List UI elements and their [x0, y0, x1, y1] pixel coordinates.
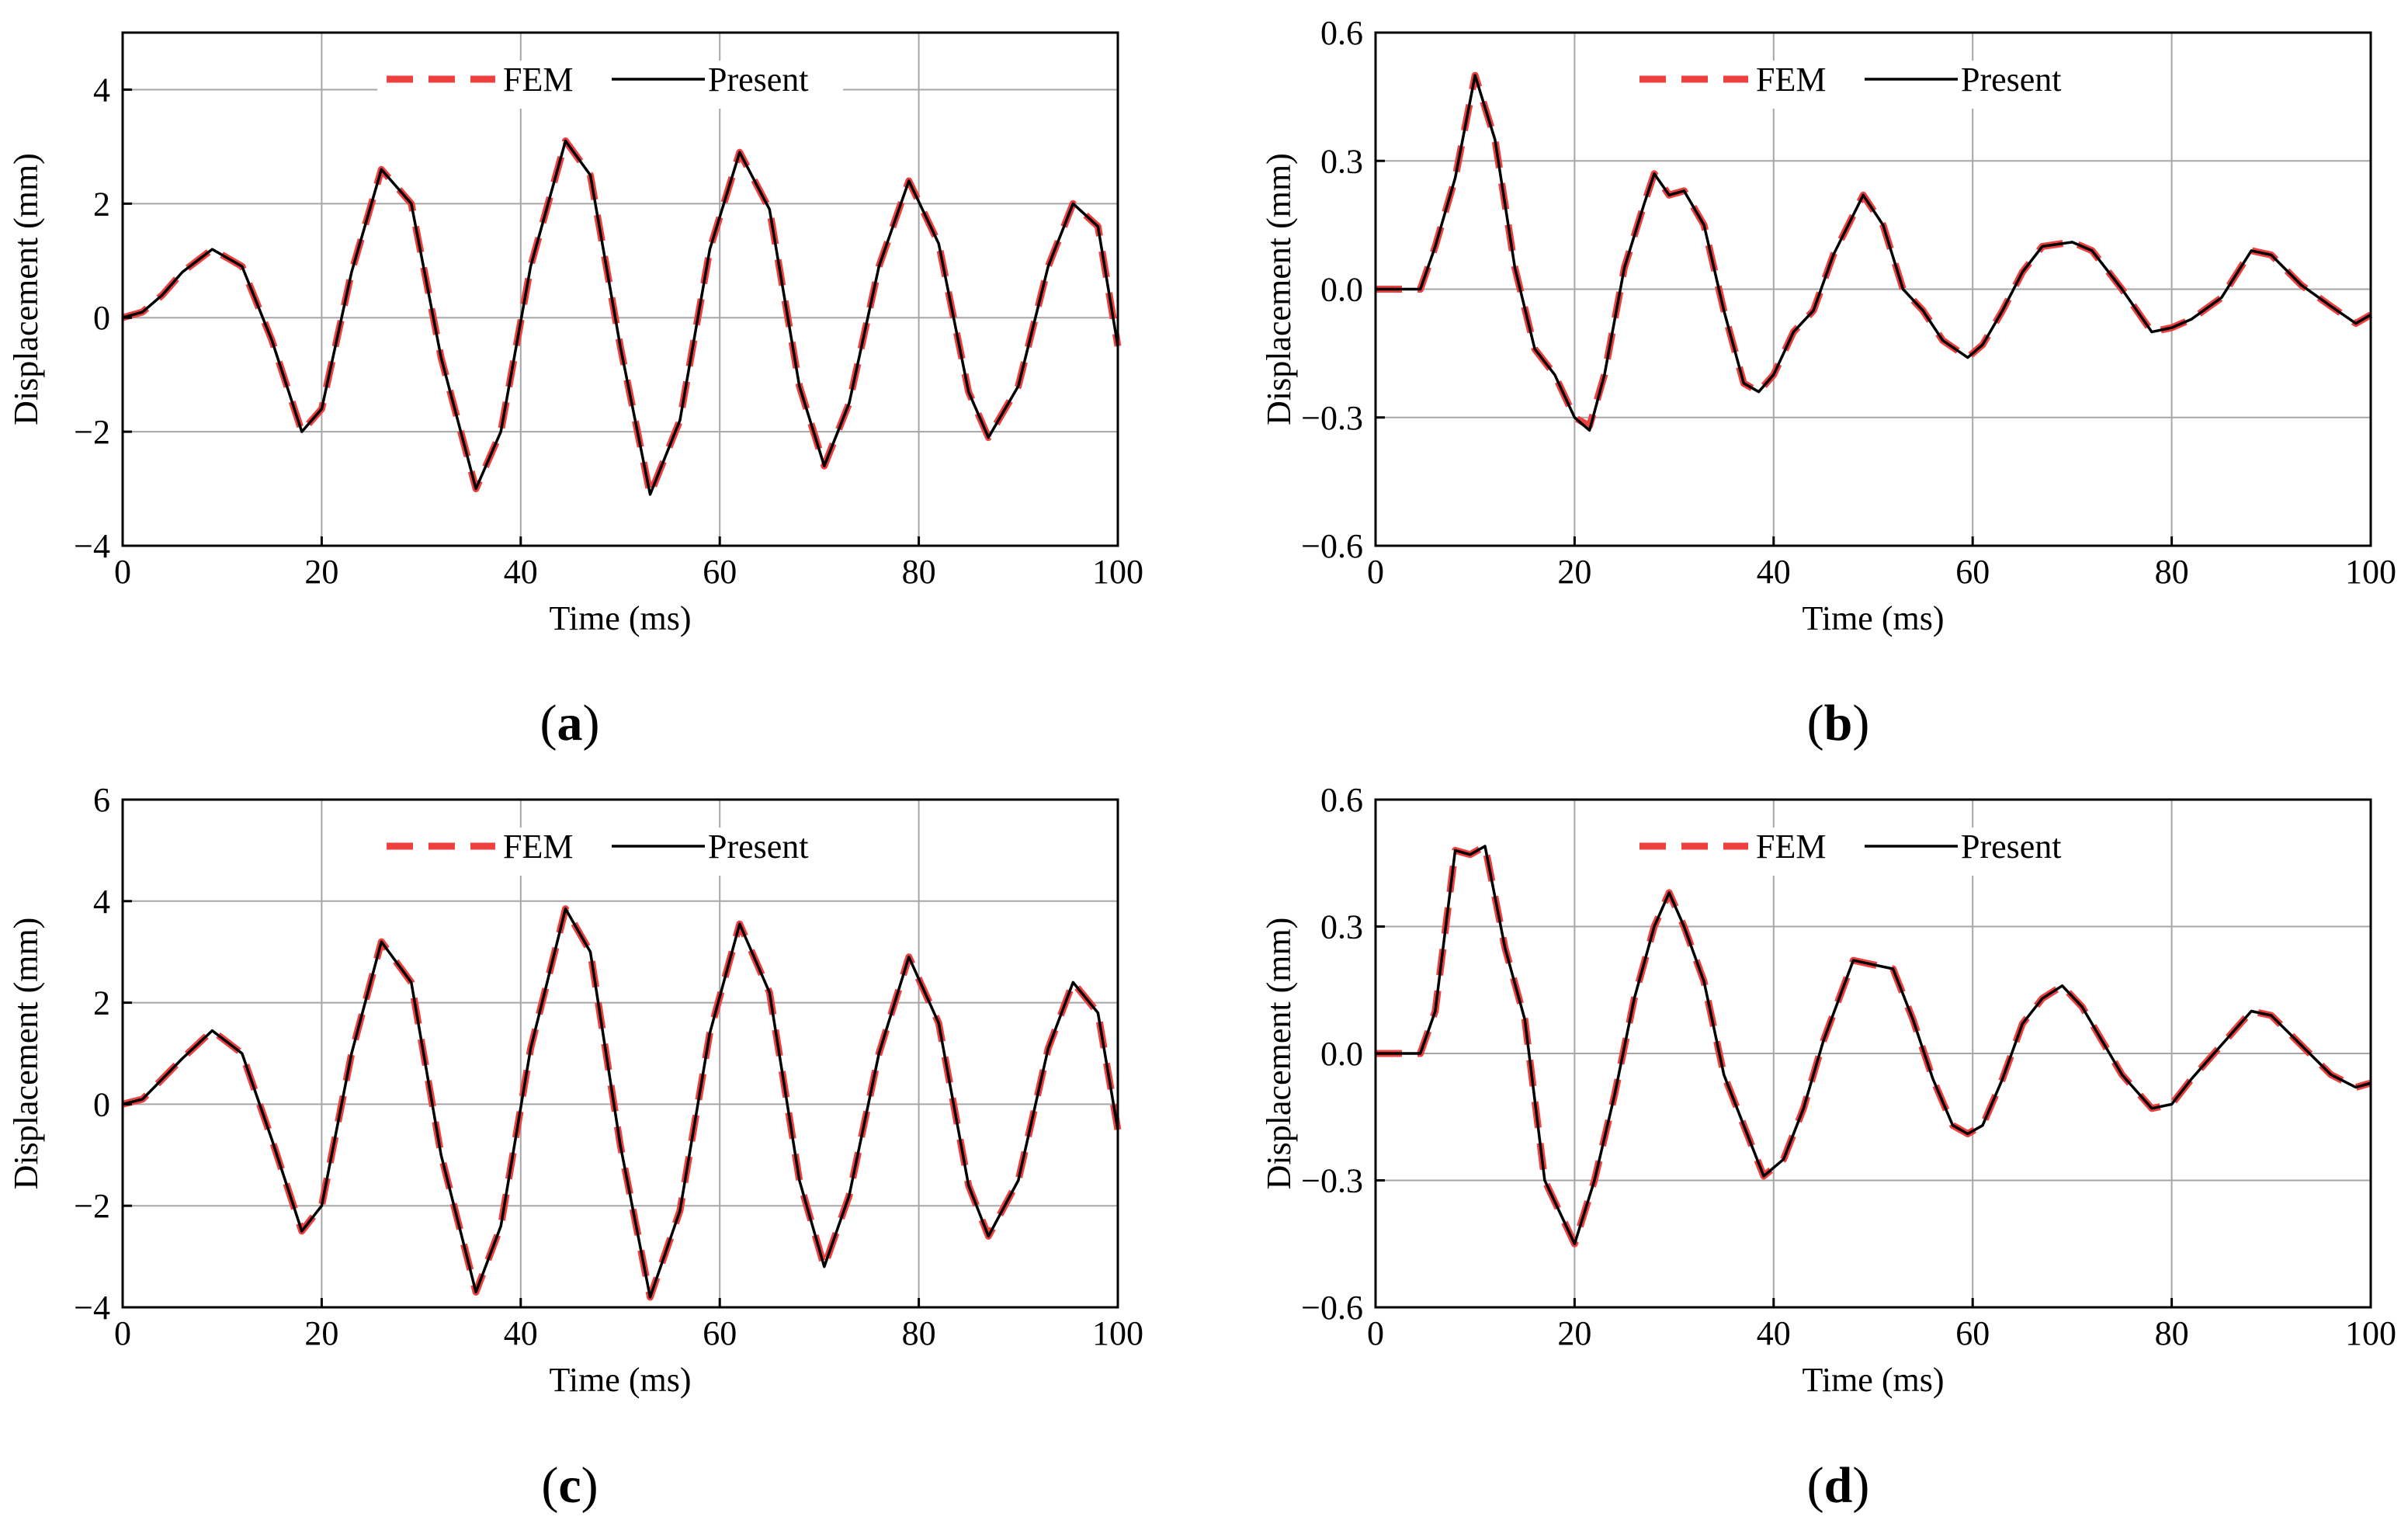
y-tick-label: −0.6 — [1301, 1289, 1363, 1327]
panel-label-open: ( — [540, 695, 557, 751]
series-line-present — [1376, 845, 2372, 1246]
x-tick-label: 60 — [703, 553, 737, 591]
panel-label-close: ) — [583, 695, 600, 751]
x-tick-label: 20 — [304, 1314, 338, 1352]
x-tick-label: 0 — [1367, 1314, 1384, 1352]
chart-panel-b: 0 20 40 60 80 100 −0.6 −0.3 0.0 0.3 0.6 Time (ms) Di… — [1260, 14, 2396, 751]
series-line-present — [122, 907, 1119, 1299]
legend-label-fem: FEM — [1756, 61, 1826, 99]
panel-label-letter: d — [1824, 1457, 1853, 1514]
series-line-present — [122, 139, 1119, 496]
y-tick-label: 0.6 — [1320, 14, 1363, 52]
y-tick-label: 0.3 — [1320, 142, 1363, 180]
plot-frame — [121, 31, 1119, 547]
y-tick-label: −0.6 — [1301, 527, 1363, 565]
y-tick-label: −2 — [74, 413, 110, 451]
y-axis-label: Displacement (mm) — [7, 153, 45, 425]
panel-label: (a) — [540, 695, 600, 751]
x-tick-label: 100 — [1092, 553, 1143, 591]
panel-label-letter: a — [557, 695, 583, 751]
x-tick-label: 20 — [1557, 1314, 1591, 1352]
panel-label-close: ) — [581, 1457, 599, 1514]
x-axis-label: Time (ms) — [550, 1361, 692, 1399]
plot-frame — [121, 798, 1119, 1309]
panel-label: (b) — [1807, 695, 1870, 751]
y-axis-label: Displacement (mm) — [1260, 918, 1298, 1190]
y-tick-label: 4 — [93, 71, 110, 109]
chart-panel-d: 0 20 40 60 80 100 −0.6 −0.3 0.0 0.3 0.6 Time (ms) Di… — [1260, 781, 2396, 1514]
y-axis-label: Displacement (mm) — [1260, 153, 1298, 425]
x-tick-label: 0 — [114, 1314, 131, 1352]
y-tick-label: 0.6 — [1320, 781, 1363, 819]
y-tick-label: 0 — [93, 1085, 110, 1123]
y-tick-label: 0.3 — [1320, 908, 1363, 946]
panel-label: (d) — [1807, 1457, 1870, 1514]
x-tick-label: 60 — [703, 1314, 737, 1352]
x-tick-label: 40 — [504, 553, 538, 591]
x-tick-label: 80 — [2155, 1314, 2189, 1352]
legend-background — [377, 61, 843, 109]
y-tick-label: 0.0 — [1320, 271, 1363, 309]
x-tick-label: 100 — [2345, 1314, 2396, 1352]
legend-background — [1630, 61, 2096, 109]
x-tick-label: 80 — [902, 1314, 936, 1352]
panel-label-open: ( — [541, 1457, 558, 1514]
y-axis-label: Displacement (mm) — [7, 918, 45, 1190]
x-tick-label: 80 — [2155, 553, 2189, 591]
y-tick-label: −4 — [74, 527, 110, 565]
panel-label-open: ( — [1807, 695, 1824, 751]
y-tick-label: 2 — [93, 984, 110, 1022]
chart-panel-c: 0 20 40 60 80 100 −4 −2 0 2 4 6 Time (ms) Displacemen… — [7, 781, 1143, 1514]
x-tick-label: 80 — [902, 553, 936, 591]
x-tick-label: 20 — [304, 553, 338, 591]
y-tick-label: 0 — [93, 299, 110, 337]
y-tick-label: 6 — [93, 781, 110, 819]
y-tick-label: 0.0 — [1320, 1035, 1363, 1073]
panel-label-letter: c — [558, 1457, 581, 1514]
legend-background — [377, 828, 843, 876]
legend-label-present: Present — [708, 828, 809, 866]
legend-label-fem: FEM — [1756, 828, 1826, 866]
legend-label-present: Present — [708, 61, 809, 99]
x-axis-label: Time (ms) — [550, 599, 692, 637]
x-tick-label: 40 — [504, 1314, 538, 1352]
y-tick-label: 2 — [93, 185, 110, 223]
series-line-fem — [121, 905, 1122, 1301]
x-tick-label: 40 — [1757, 1314, 1791, 1352]
legend-label-fem: FEM — [503, 828, 573, 866]
y-tick-label: −0.3 — [1301, 1162, 1363, 1200]
x-tick-label: 40 — [1757, 553, 1791, 591]
y-tick-label: 4 — [93, 883, 110, 921]
x-tick-label: 0 — [1367, 553, 1384, 591]
panel-label-letter: b — [1824, 695, 1853, 751]
x-tick-label: 100 — [1092, 1314, 1143, 1352]
series-line-fem — [1376, 71, 2373, 430]
x-tick-label: 60 — [1955, 553, 1990, 591]
legend-label-fem: FEM — [503, 61, 573, 99]
x-tick-label: 0 — [114, 553, 131, 591]
panel-label-open: ( — [1807, 1457, 1824, 1514]
chart-panel-a: 0 20 40 60 80 100 −4 −2 0 2 4 Time (ms) Displacement… — [7, 31, 1143, 751]
x-axis-label: Time (ms) — [1803, 599, 1945, 637]
legend-label-present: Present — [1961, 61, 2062, 99]
series-line-present — [1376, 74, 2372, 432]
panel-label: (c) — [541, 1457, 598, 1514]
x-axis-label: Time (ms) — [1803, 1361, 1945, 1399]
y-tick-label: −0.3 — [1301, 399, 1363, 437]
legend-label-present: Present — [1961, 828, 2062, 866]
panel-label-close: ) — [1852, 1457, 1869, 1514]
x-tick-label: 60 — [1955, 1314, 1990, 1352]
x-tick-label: 20 — [1557, 553, 1591, 591]
panel-label-close: ) — [1852, 695, 1869, 751]
y-tick-label: −4 — [74, 1289, 110, 1327]
legend-background — [1630, 828, 2096, 876]
x-tick-label: 100 — [2345, 553, 2396, 591]
y-tick-label: −2 — [74, 1187, 110, 1225]
